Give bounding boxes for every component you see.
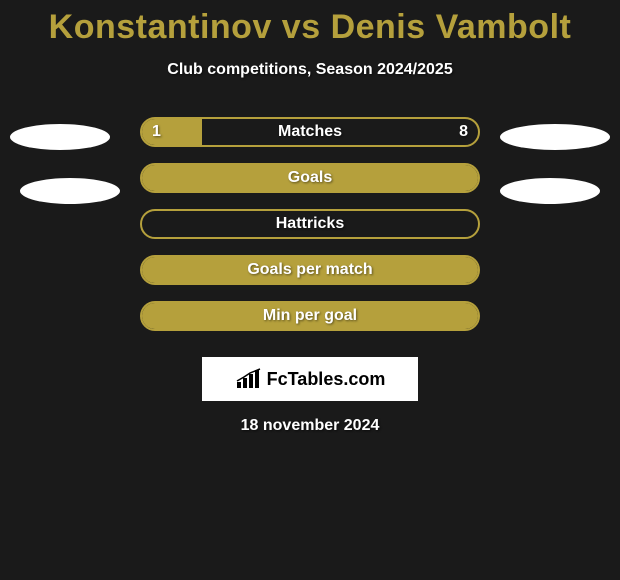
- stat-label: Goals per match: [247, 261, 372, 279]
- stats-container: 1 Matches 8 Goals Hattricks Goals per ma…: [0, 109, 620, 339]
- stat-label: Hattricks: [276, 215, 344, 233]
- branding-text: FcTables.com: [267, 369, 386, 390]
- stat-bar: Min per goal: [140, 301, 480, 331]
- stat-row: Hattricks: [0, 201, 620, 247]
- stat-row: Goals per match: [0, 247, 620, 293]
- date-label: 18 november 2024: [0, 417, 620, 435]
- stat-label: Goals: [288, 169, 332, 187]
- stat-row: 1 Matches 8: [0, 109, 620, 155]
- subtitle: Club competitions, Season 2024/2025: [0, 61, 620, 79]
- stat-bar: Goals per match: [140, 255, 480, 285]
- stat-row: Goals: [0, 155, 620, 201]
- stat-label: Min per goal: [263, 307, 357, 325]
- stat-value-right: 8: [459, 123, 468, 141]
- page-title: Konstantinov vs Denis Vambolt: [0, 0, 620, 47]
- stat-value-left: 1: [152, 123, 161, 141]
- stat-label: Matches: [278, 123, 342, 141]
- branding: FcTables.com: [202, 357, 418, 401]
- stat-row: Min per goal: [0, 293, 620, 339]
- stat-bar: 1 Matches 8: [140, 117, 480, 147]
- bars-up-icon: [235, 368, 263, 390]
- stat-bar: Goals: [140, 163, 480, 193]
- stat-bar: Hattricks: [140, 209, 480, 239]
